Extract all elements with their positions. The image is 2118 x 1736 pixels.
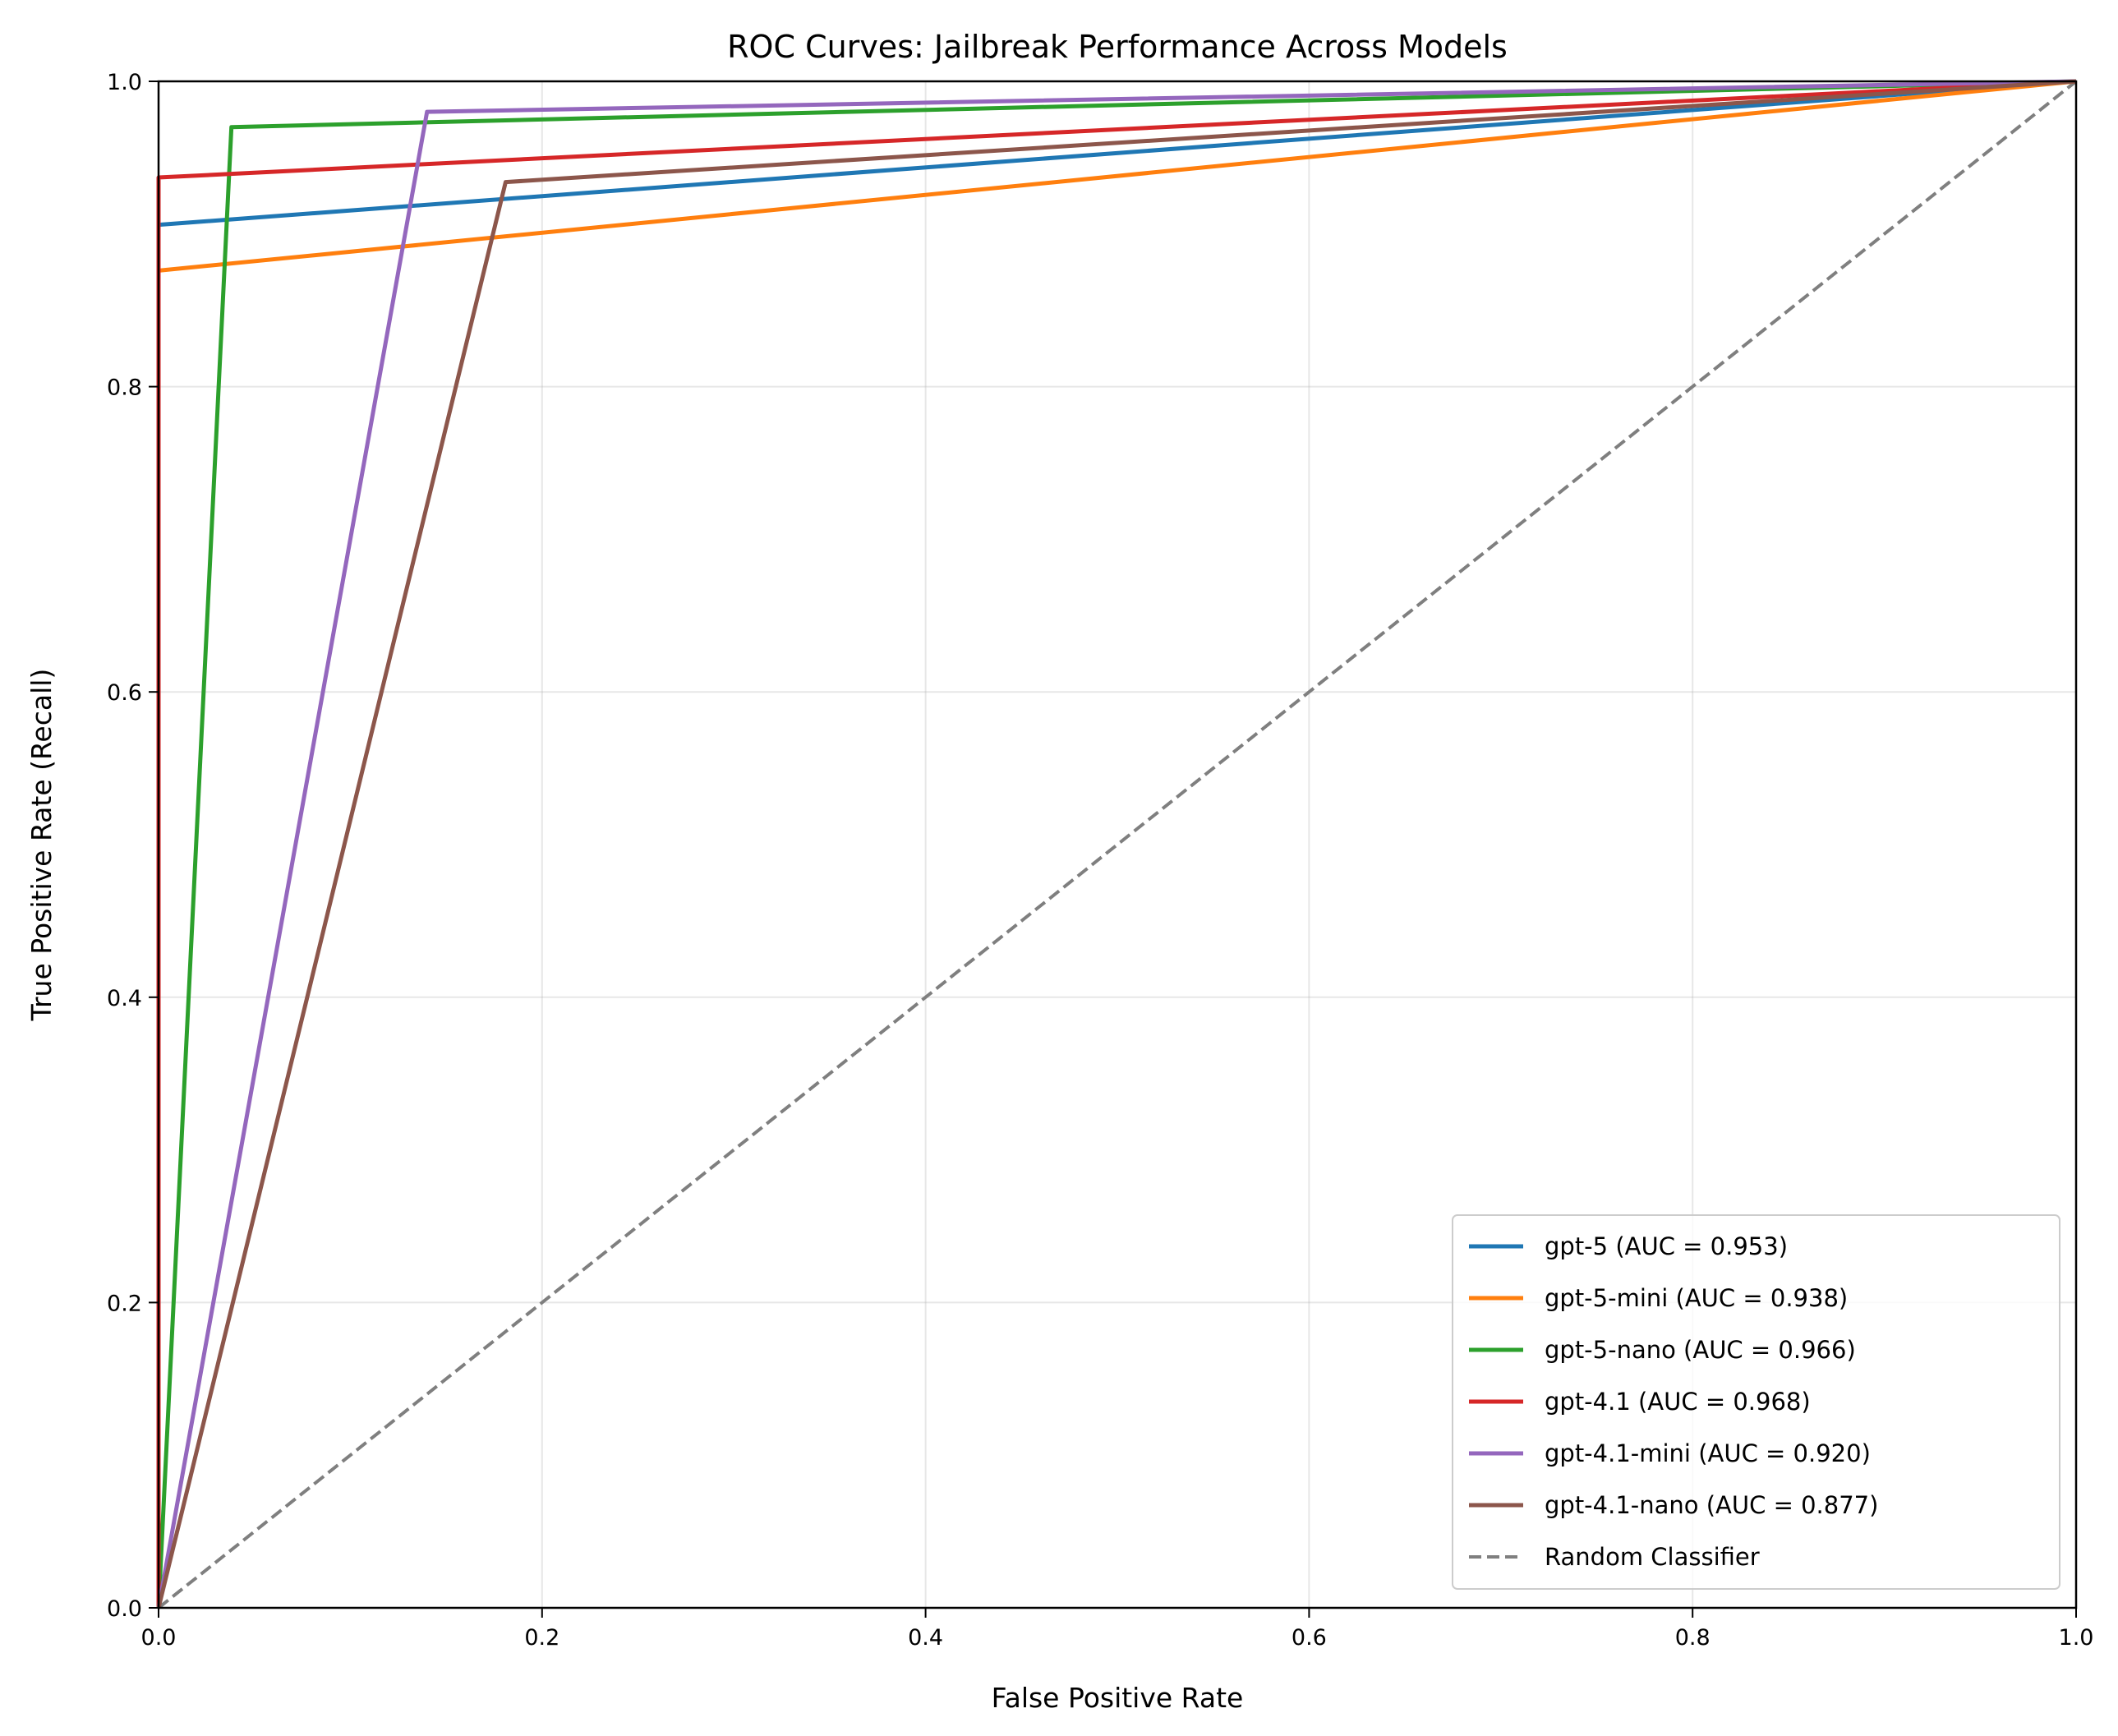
legend-label: gpt-4.1-mini (AUC = 0.920)	[1545, 1439, 1871, 1467]
x-tick-label: 0.6	[1292, 1625, 1327, 1651]
y-axis-label: True Positive Rate (Recall)	[25, 669, 58, 1022]
plot-frame	[157, 80, 2078, 1609]
y-tick-label: 0.2	[107, 1291, 142, 1316]
legend-label: gpt-5-mini (AUC = 0.938)	[1545, 1284, 1848, 1312]
chart-title: ROC Curves: Jailbreak Performance Across…	[727, 29, 1508, 65]
legend-box	[1452, 1214, 2060, 1590]
x-tick-label: 0.4	[908, 1625, 943, 1651]
legend-label: gpt-4.1 (AUC = 0.968)	[1545, 1388, 1811, 1416]
y-tick-label: 0.8	[107, 375, 142, 401]
y-tick-label: 0.6	[107, 680, 142, 706]
x-tick-label: 1.0	[2059, 1625, 2094, 1651]
legend: gpt-5 (AUC = 0.953) gpt-5-mini (AUC = 0.9…	[1452, 1214, 2060, 1590]
series-line-gpt-4.1-mini	[156, 79, 2077, 1609]
ticks: 0.0 0.2 0.4 0.6 0.8 1.0 0.0 0.2 0.4 0.6 0.8 1.0	[107, 70, 2093, 1651]
x-tick-label: 0.2	[524, 1625, 559, 1651]
series-line-gpt-5-nano	[156, 79, 2077, 1609]
y-tick-label: 1.0	[107, 70, 142, 95]
legend-label: Random Classifier	[1545, 1543, 1760, 1571]
series-line-gpt-4.1-nano	[156, 79, 2077, 1609]
series-line-random	[157, 80, 2078, 1609]
x-tick-label: 0.8	[1675, 1625, 1711, 1651]
x-tick-label: 0.0	[141, 1625, 177, 1651]
legend-label: gpt-5 (AUC = 0.953)	[1545, 1232, 1788, 1260]
legend-label: gpt-4.1-nano (AUC = 0.877)	[1545, 1491, 1878, 1519]
x-axis-label: False Positive Rate	[992, 1682, 1244, 1714]
y-tick-label: 0.4	[107, 986, 142, 1011]
legend-label: gpt-5-nano (AUC = 0.966)	[1545, 1336, 1856, 1364]
y-tick-label: 0.0	[107, 1596, 142, 1622]
